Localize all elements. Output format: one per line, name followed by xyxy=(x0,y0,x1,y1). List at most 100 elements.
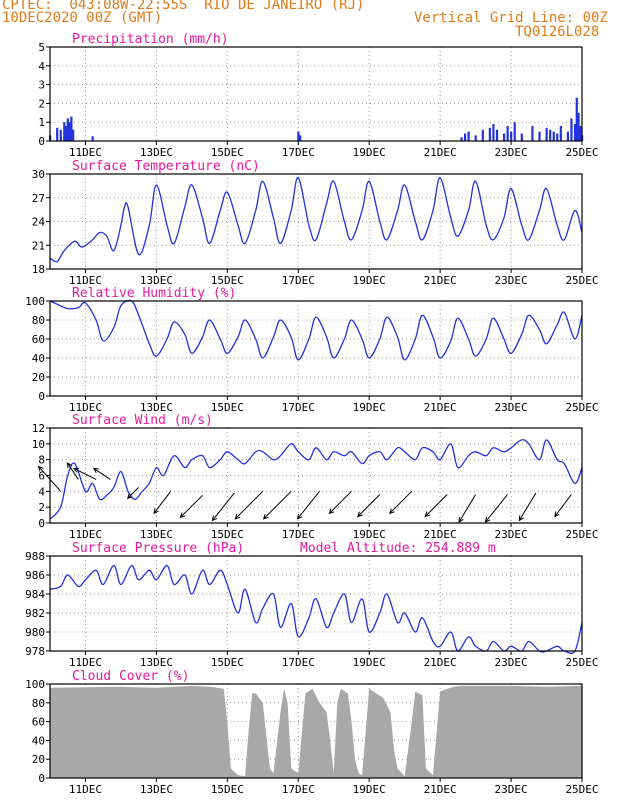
panel-frame xyxy=(49,427,583,524)
y-tick-label: 20 xyxy=(32,371,45,384)
precip-bar xyxy=(556,133,559,141)
y-tick-label: 0 xyxy=(38,390,45,403)
model-altitude: Model Altitude: 254.889 m xyxy=(300,541,496,556)
wind-arrow xyxy=(153,491,171,514)
series-line xyxy=(49,177,583,263)
precip-bar xyxy=(59,129,62,141)
y-tick-label: 978 xyxy=(25,645,45,658)
x-tick-label: 21DEC xyxy=(424,656,457,669)
precip-bar xyxy=(72,129,75,141)
x-tick-label: 21DEC xyxy=(424,783,457,796)
x-tick-label: 15DEC xyxy=(211,401,244,414)
wind-arrow-head xyxy=(296,513,303,520)
x-tick-label: 21DEC xyxy=(424,146,457,159)
x-tick-label: 25DEC xyxy=(565,656,598,669)
x-tick-label: 13DEC xyxy=(140,656,173,669)
x-tick-label: 11DEC xyxy=(69,528,102,541)
x-tick-label: 13DEC xyxy=(140,401,173,414)
x-tick-label: 19DEC xyxy=(353,401,386,414)
wind-arrow-head xyxy=(92,467,99,474)
wind-arrow-head xyxy=(211,515,218,522)
x-tick-label: 23DEC xyxy=(495,274,528,287)
y-tick-label: 988 xyxy=(25,550,45,563)
wind-arrow-head xyxy=(126,493,133,500)
wind-arrow xyxy=(485,494,508,523)
panel-5: 0 20 40 60 80 100 11DEC 13DEC 15DEC 17DEC 19DEC 21D… xyxy=(25,669,598,796)
series-line xyxy=(49,439,583,520)
x-tick-label: 11DEC xyxy=(69,783,102,796)
panel-frame xyxy=(49,173,583,270)
x-tick-label: 21DEC xyxy=(424,274,457,287)
panel-frame xyxy=(49,555,583,652)
y-tick-label: 0 xyxy=(38,135,45,148)
y-tick-label: 10 xyxy=(32,438,45,451)
y-tick-label: 40 xyxy=(32,734,45,747)
precip-bar xyxy=(520,133,523,141)
panel-title: Cloud Cover (%) xyxy=(72,669,189,684)
wind-arrow xyxy=(357,494,381,517)
wind-arrow xyxy=(389,490,413,514)
precip-bar xyxy=(495,129,499,141)
x-tick-label: 15DEC xyxy=(211,656,244,669)
wind-arrow xyxy=(329,490,352,514)
precip-bar xyxy=(297,131,300,141)
precip-bar xyxy=(510,131,513,141)
panel-3: 0 2 4 6 8 10 12 11DEC 13DEC 15DEC 17DEC 19DEC 21DEC 2… xyxy=(32,413,599,541)
precip-bar xyxy=(566,131,570,141)
wind-arrow xyxy=(212,492,235,521)
x-tick-label: 13DEC xyxy=(140,528,173,541)
wind-arrow xyxy=(127,487,140,499)
precip-bar xyxy=(467,131,470,141)
precip-bar xyxy=(573,124,577,141)
precip-bar xyxy=(463,133,467,141)
y-tick-label: 100 xyxy=(25,295,45,308)
y-tick-label: 3 xyxy=(38,79,45,92)
precip-bar xyxy=(70,116,73,141)
wind-arrow-head xyxy=(554,511,560,518)
wind-arrow-head xyxy=(37,465,44,472)
x-tick-label: 23DEC xyxy=(495,146,528,159)
x-tick-label: 19DEC xyxy=(353,146,386,159)
wind-arrow-head xyxy=(484,517,491,523)
precip-bar xyxy=(506,125,509,141)
wind-arrow xyxy=(234,490,264,520)
y-tick-label: 18 xyxy=(32,263,45,276)
precip-bar xyxy=(552,131,555,141)
x-tick-label: 19DEC xyxy=(353,656,386,669)
wind-arrow xyxy=(297,491,320,520)
header-code: TQ0126L028 xyxy=(515,24,600,40)
precip-bar xyxy=(492,124,495,141)
x-tick-label: 19DEC xyxy=(353,783,386,796)
y-tick-label: 60 xyxy=(32,333,45,346)
x-tick-label: 11DEC xyxy=(69,274,102,287)
panel-frame xyxy=(49,46,583,142)
panel-frame xyxy=(49,683,583,779)
panel-title: Surface Temperature (nC) xyxy=(72,159,260,174)
precip-bar xyxy=(575,97,578,141)
y-tick-label: 27 xyxy=(32,192,45,205)
precip-bar xyxy=(513,122,516,141)
panel-title: Surface Pressure (hPa) xyxy=(72,541,244,556)
wind-arrow xyxy=(518,492,537,521)
y-tick-label: 40 xyxy=(32,352,45,365)
y-tick-label: 5 xyxy=(38,41,45,54)
wind-arrow-head xyxy=(153,508,159,515)
precip-bar xyxy=(570,118,573,141)
panel-title: Precipitation (mm/h) xyxy=(72,32,229,47)
y-tick-label: 4 xyxy=(38,60,45,73)
y-tick-label: 0 xyxy=(38,517,45,530)
wind-arrow-head xyxy=(518,515,524,522)
precip-bar xyxy=(91,136,94,141)
precip-bar xyxy=(68,122,71,141)
panel-title: Relative Humidity (%) xyxy=(72,286,236,301)
wind-arrow-head xyxy=(328,508,335,515)
wind-arrow-head xyxy=(389,508,395,515)
y-tick-label: 12 xyxy=(32,422,45,435)
wind-arrow xyxy=(458,494,477,523)
y-tick-label: 4 xyxy=(38,485,45,498)
y-tick-label: 2 xyxy=(38,501,45,514)
wind-arrow xyxy=(73,468,97,480)
x-tick-label: 13DEC xyxy=(140,274,173,287)
x-tick-label: 11DEC xyxy=(69,401,102,414)
